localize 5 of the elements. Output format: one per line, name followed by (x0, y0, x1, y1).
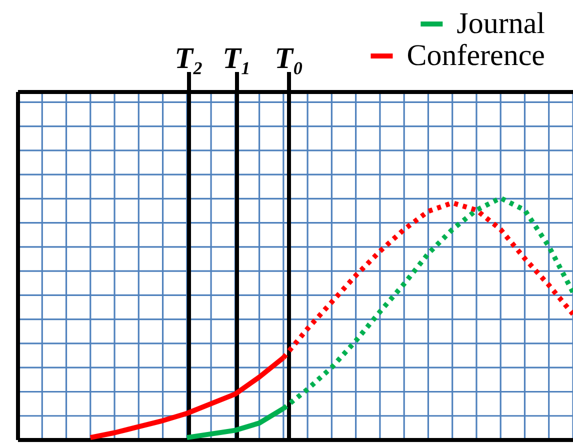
text: T₀ (274, 42, 304, 75)
text: T₁ (222, 42, 252, 75)
legend-label: Conference (406, 39, 545, 72)
legend-label: Journal (456, 7, 545, 40)
text: T₂ (174, 42, 204, 75)
